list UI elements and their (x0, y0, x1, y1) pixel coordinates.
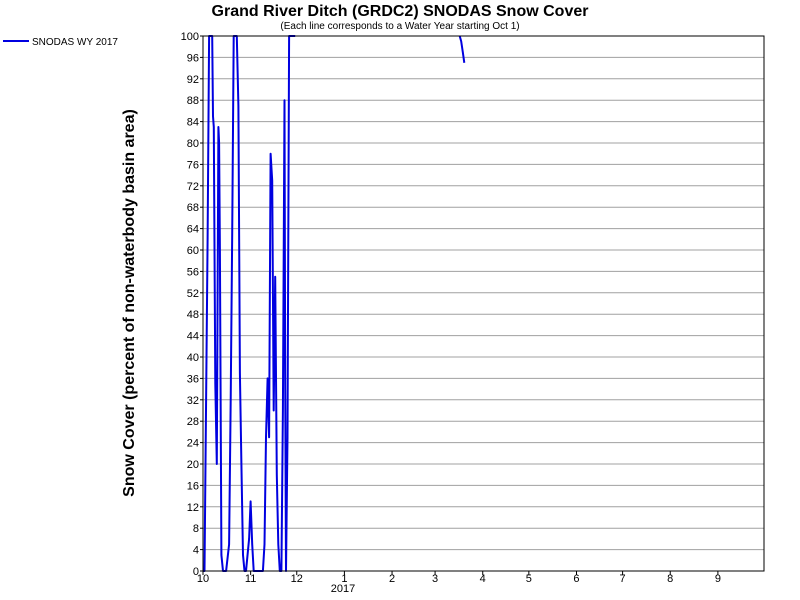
x-tick-label: 1 (341, 573, 347, 585)
y-tick-label: 72 (187, 181, 199, 193)
y-tick-label: 40 (187, 352, 199, 364)
series-line (458, 35, 466, 63)
legend: SNODAS WY 2017 (3, 37, 118, 48)
y-tick-label: 12 (187, 502, 199, 514)
y-axis-label: Snow Cover (percent of non-waterbody bas… (121, 109, 138, 497)
y-tick-label: 64 (187, 224, 199, 236)
y-tick-label: 100 (181, 31, 199, 43)
y-tick-label: 0 (193, 566, 199, 578)
x-tick-label: 11 (245, 573, 256, 585)
x-tick-label: 12 (291, 573, 303, 585)
y-tick-label: 20 (187, 459, 199, 471)
x-tick-label: 9 (715, 573, 721, 585)
x-tick-label: 4 (480, 573, 486, 585)
y-tick-label: 4 (193, 545, 199, 557)
y-tick-label: 68 (187, 202, 199, 214)
y-tick-label: 88 (187, 95, 199, 107)
y-tick-label: 92 (187, 74, 199, 86)
series-layer (203, 35, 466, 572)
y-tick-label: 24 (187, 438, 199, 450)
x-tick-labels: 10 11 12 1 2 3 4 5 6 7 8 9 (197, 571, 721, 585)
y-tick-label: 96 (187, 52, 199, 64)
chart-title: Grand River Ditch (GRDC2) SNODAS Snow Co… (212, 3, 589, 20)
y-tick-label: 32 (187, 395, 199, 407)
y-tick-label: 36 (187, 373, 199, 385)
y-tick-label: 80 (187, 138, 199, 150)
y-tick-label: 28 (187, 416, 199, 428)
grid-lines (203, 56, 764, 551)
y-tick-label: 56 (187, 266, 199, 278)
y-tick-label: 52 (187, 288, 199, 300)
y-tick-label: 60 (187, 245, 199, 257)
x-tick-label: 6 (573, 573, 579, 585)
x-tick-label: 2 (389, 573, 395, 585)
y-tick-labels: 0481216202428323640444852566064687276808… (181, 31, 203, 578)
y-tick-label: 16 (187, 480, 199, 492)
y-tick-label: 8 (193, 523, 199, 535)
y-tick-label: 44 (187, 331, 199, 343)
x-tick-label: 7 (620, 573, 626, 585)
legend-label: SNODAS WY 2017 (32, 37, 118, 48)
x-tick-label: 8 (667, 573, 673, 585)
x-tick-label: 3 (432, 573, 438, 585)
plot-frame (202, 35, 765, 572)
chart-subtitle: (Each line corresponds to a Water Year s… (280, 21, 519, 32)
y-tick-label: 84 (187, 117, 199, 129)
y-tick-label: 48 (187, 309, 199, 321)
series-line (203, 35, 296, 572)
x-year-label: 2017 (331, 583, 355, 595)
x-tick-label: 10 (197, 573, 209, 585)
x-tick-label: 5 (526, 573, 532, 585)
y-tick-label: 76 (187, 159, 199, 171)
